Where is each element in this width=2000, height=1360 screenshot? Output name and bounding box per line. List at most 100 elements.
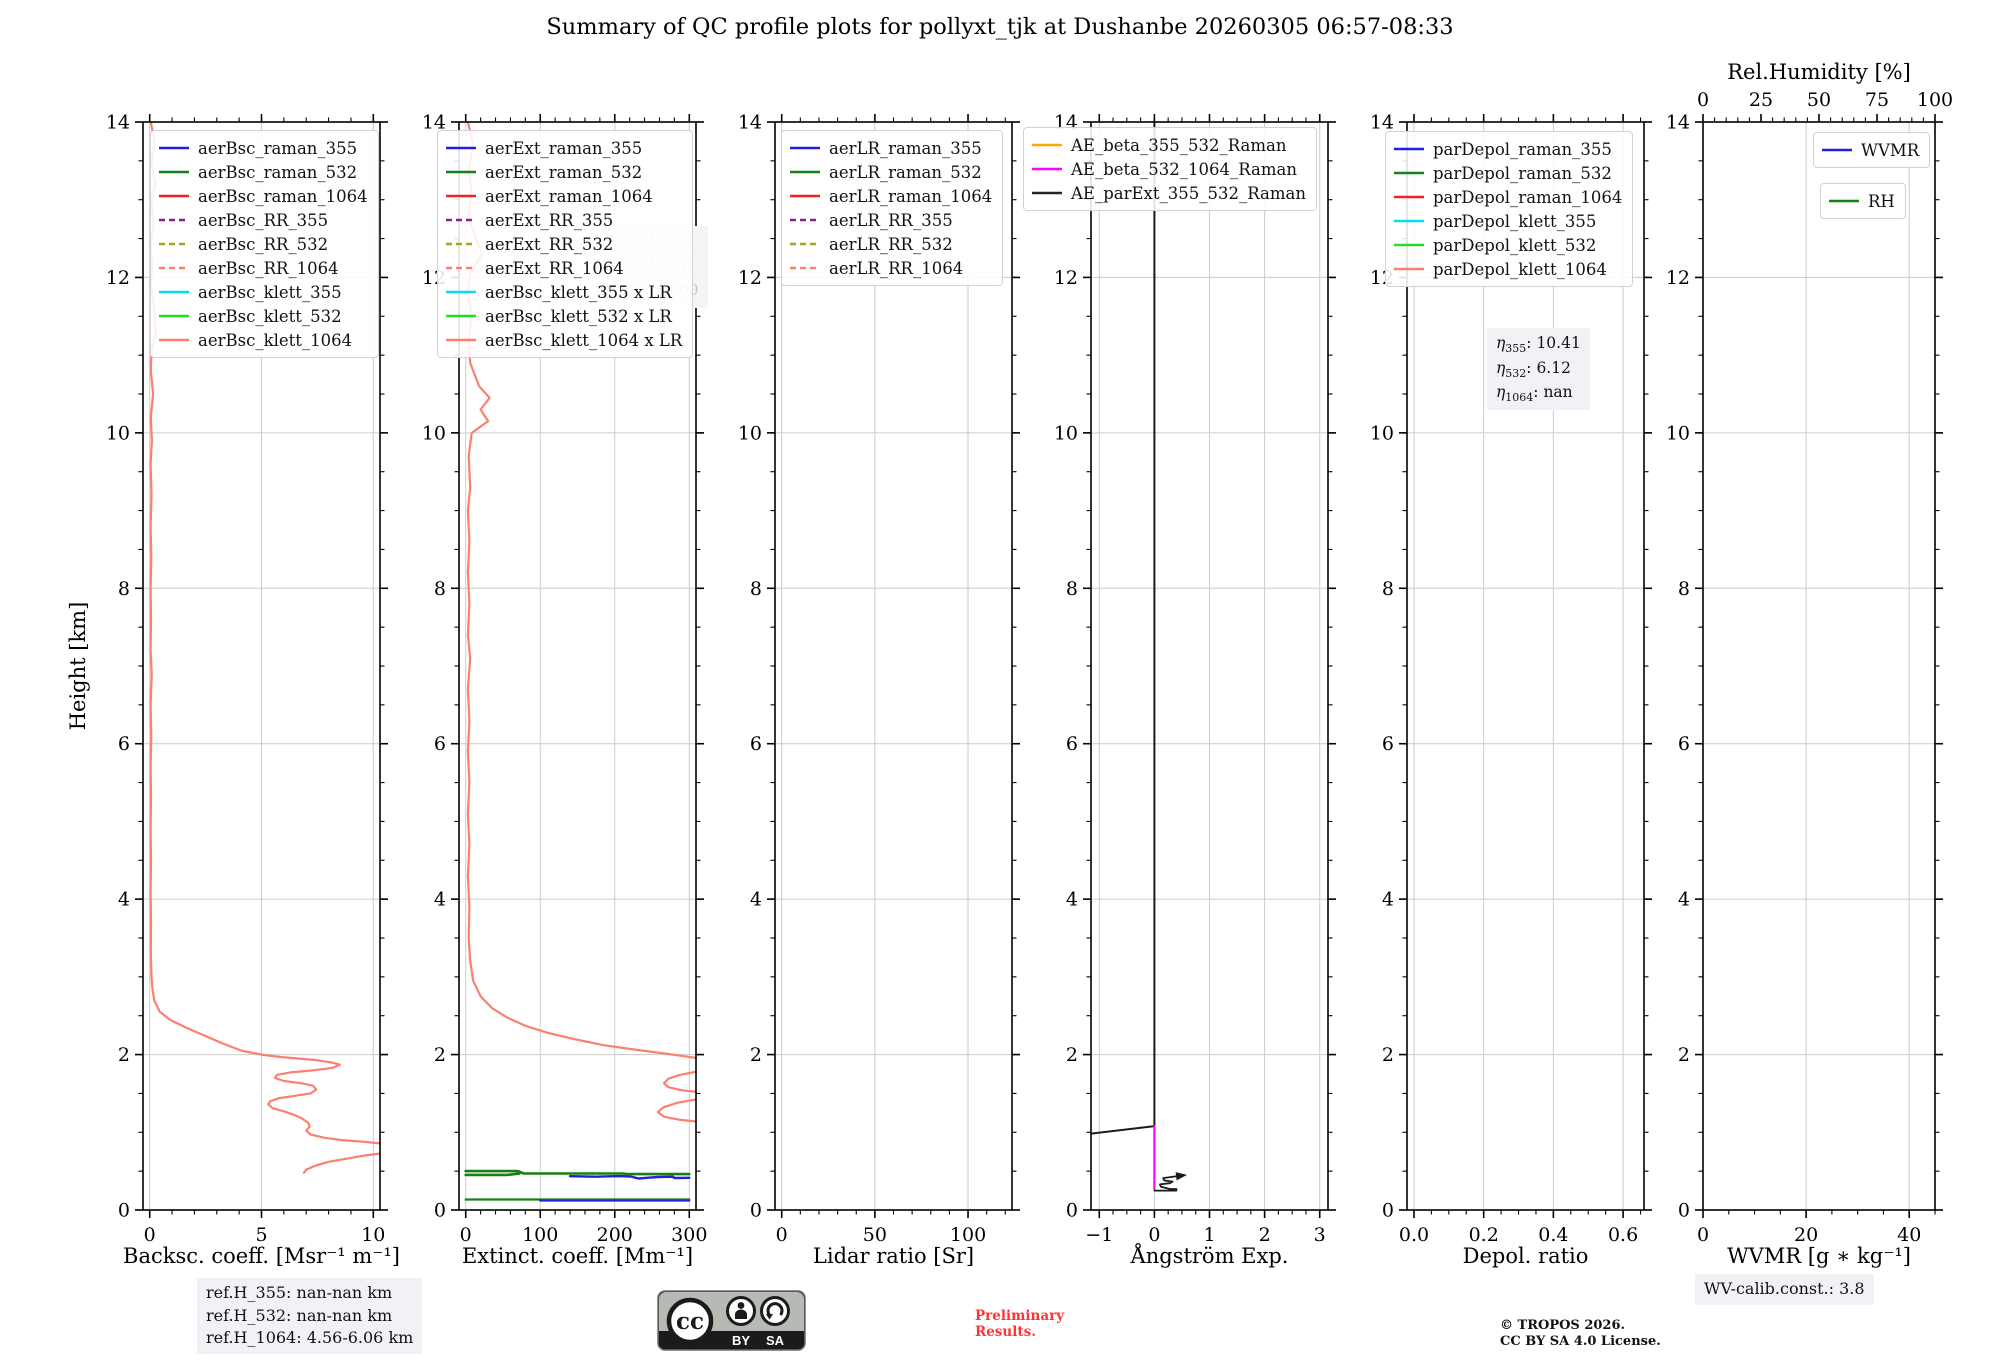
legend-line-sample [446,290,476,294]
legend-line-sample [159,266,189,270]
tick-label: 50 [1807,89,1831,111]
tick-label: 3 [1314,1224,1326,1246]
legend-item-label: parDepol_raman_355 [1433,139,1612,159]
legend-item-label: aerLR_raman_1064 [829,186,993,206]
tick-label: 100 [522,1224,558,1246]
legend-item-label: aerBsc_RR_355 [198,210,329,230]
tick-label: 8 [1678,578,1690,600]
tick-label: 8 [434,578,446,600]
tick-label: 100 [1917,89,1953,111]
legend-item-label: aerLR_RR_355 [829,210,953,230]
legend-wvmr-RH: RH [1820,183,1906,219]
x-axis-label-extinction: Extinct. coeff. [Mm⁻¹] [461,1244,694,1268]
tick-label: 100 [950,1224,986,1246]
legend-item: parDepol_raman_355 [1394,137,1622,161]
legend-line-sample [159,242,189,246]
cc-by-sa-badge-icon: cc BY SA [657,1290,806,1351]
legend-item-label: aerBsc_RR_532 [198,234,329,254]
legend-item: aerBsc_klett_1064 [159,328,368,352]
legend-item-label: AE_beta_355_532_Raman [1071,135,1287,155]
legend-item: aerBsc_klett_532 x LR [446,304,682,328]
legend-item-label: parDepol_klett_1064 [1433,259,1607,279]
tick-label: 8 [1066,578,1078,600]
legend-item-label: aerBsc_klett_532 x LR [485,306,672,326]
tick-label: 12 [106,267,130,289]
legend-line-sample [446,242,476,246]
legend-item: aerExt_raman_1064 [446,184,682,208]
legend-item: aerBsc_klett_355 x LR [446,280,682,304]
legend-item: parDepol_raman_532 [1394,161,1622,185]
legend-item-label: aerExt_RR_355 [485,210,614,230]
tick-label: 4 [1678,889,1690,911]
legend-item: aerBsc_raman_355 [159,136,368,160]
tick-label: 0.0 [1399,1224,1429,1246]
tick-label: 0.6 [1608,1224,1638,1246]
legend-line-sample [159,314,189,318]
series-aerExt_raman_532_a [464,1169,691,1176]
ref-height-1064: ref.H_1064: 4.56-6.06 km [206,1328,414,1348]
svg-text:cc: cc [676,1308,704,1335]
tick-label: −1 [1085,1224,1113,1246]
legend-item: aerLR_RR_532 [790,232,992,256]
tick-label: 10 [106,422,130,444]
cc-logo-icon: cc [666,1297,714,1345]
legend-depol: parDepol_raman_355 parDepol_raman_532 parD… [1385,131,1634,287]
series-aerBsc_klett_1064 [149,122,380,1174]
legend-line-sample [1032,191,1062,195]
ref-height-355: ref.H_355: nan-nan km [206,1283,393,1302]
tick-label: 6 [1678,733,1690,755]
tick-label: 12 [738,267,762,289]
legend-item: aerBsc_klett_1064 x LR [446,328,682,352]
x-axis-label-lidar-ratio: Lidar ratio [Sr] [812,1244,975,1268]
tick-label: 4 [1382,889,1394,911]
tick-label: 12 [1054,267,1078,289]
legend-item-label: RH [1868,191,1895,211]
sa-arrow-icon [760,1296,790,1326]
legend-item: aerLR_raman_355 [790,136,992,160]
legend-item: WVMR [1822,138,1919,162]
legend-item: aerBsc_RR_1064 [159,256,368,280]
cc-sa-label: SA [766,1333,785,1348]
tick-label: 2 [1382,1044,1394,1066]
tick-label: 14 [1666,112,1690,134]
legend-item: aerLR_RR_355 [790,208,992,232]
tick-label: 10 [361,1224,385,1246]
tick-label: 14 [1370,112,1394,134]
legend-line-sample [790,194,820,198]
legend-item-label: aerBsc_raman_532 [198,162,358,182]
tick-label: 14 [106,112,130,134]
legend-item: aerBsc_raman_532 [159,160,368,184]
legend-item: parDepol_klett_1064 [1394,257,1622,281]
legend-item-label: aerBsc_klett_1064 [198,330,353,350]
legend-line-sample [446,170,476,174]
legend-line-sample [159,338,189,342]
legend-line-sample [159,146,189,150]
y-axis-label: Height [km] [66,601,90,731]
legend-line-sample [159,194,189,198]
legend-item-label: aerExt_raman_532 [485,162,643,182]
top-axis-label: Rel.Humidity [%] [1727,60,1911,84]
legend-line-sample [1394,195,1424,199]
legend-line-sample [790,170,820,174]
legend-item: aerLR_RR_1064 [790,256,992,280]
tick-label: 0 [1066,1200,1078,1222]
legend-item: aerExt_raman_532 [446,160,682,184]
series-AE_beta_355_532_Raman_profile [1153,1174,1184,1192]
tick-label: 1 [1203,1224,1215,1246]
legend-item-label: aerBsc_RR_1064 [198,258,339,278]
legend-item-label: aerLR_raman_532 [829,162,982,182]
axes-spines [1702,121,1936,1211]
legend-item-label: AE_beta_532_1064_Raman [1071,159,1297,179]
legend-wvmr-WVMR: WVMR [1813,132,1931,168]
tick-label: 0 [1697,89,1709,111]
legend-line-sample [790,218,820,222]
legend-item: aerLR_raman_1064 [790,184,992,208]
eta-calibration-annotation: η355: 10.41 η532: 6.12 η1064: nan [1487,328,1590,411]
legend-item: aerBsc_klett_355 [159,280,368,304]
legend-backscatter: aerBsc_raman_355 aerBsc_raman_532 aerBsc_r… [150,130,379,358]
tick-label: 5 [255,1224,267,1246]
tick-label: 0 [118,1200,130,1222]
legend-line-sample [446,218,476,222]
legend-item: AE_beta_355_532_Raman [1032,133,1306,157]
